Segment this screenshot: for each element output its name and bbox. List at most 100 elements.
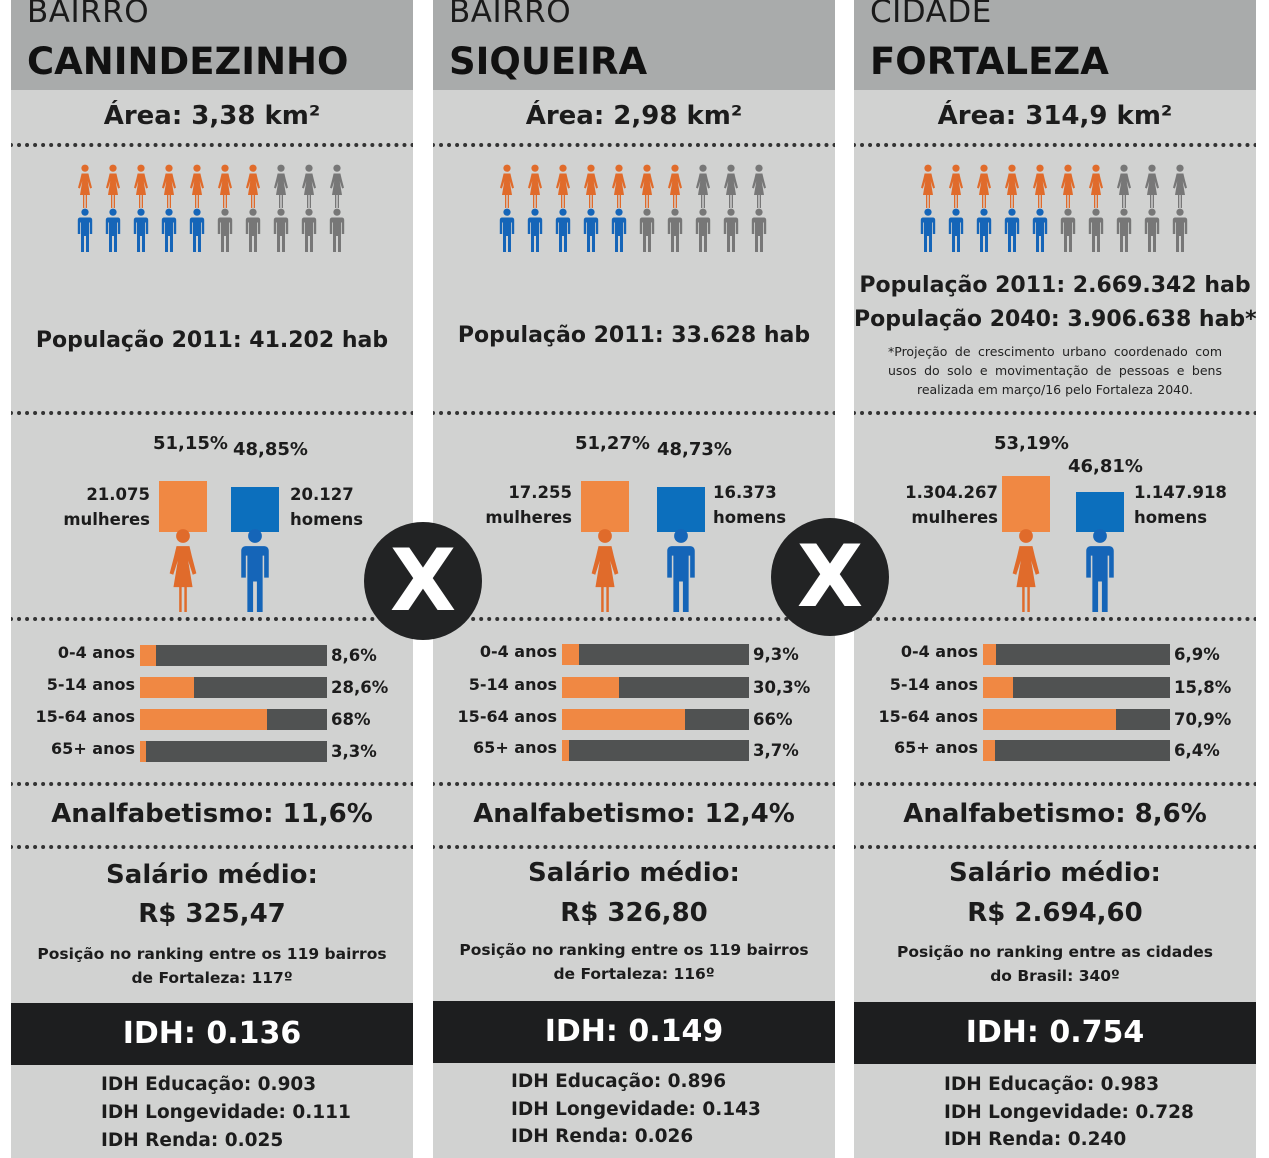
woman-icon — [1061, 164, 1075, 208]
age-track — [562, 677, 749, 698]
male-icon-row — [497, 208, 787, 252]
female-share-bar — [581, 481, 629, 532]
age-percent: 30,3% — [753, 678, 811, 697]
age-track — [983, 644, 1170, 665]
woman-icon — [1005, 164, 1019, 208]
age-track — [140, 741, 327, 762]
man-icon — [1060, 208, 1076, 252]
age-track — [562, 709, 749, 730]
column-siqueira: BAIRRO SIQUEIRA Área: 2,98 km² População… — [433, 0, 835, 1158]
age-fill — [140, 709, 268, 730]
woman-icon — [162, 164, 176, 208]
age-row-0-4: 0-4 anos 9,3% — [433, 641, 835, 671]
woman-icon — [500, 164, 514, 208]
age-label: 0-4 anos — [479, 642, 557, 661]
age-label: 5-14 anos — [468, 675, 557, 694]
man-icon — [1172, 208, 1188, 252]
age-track — [983, 677, 1170, 698]
man-icon — [920, 208, 936, 252]
analfabetismo-text: Analfabetismo: 11,6% — [51, 799, 373, 829]
man-icon — [161, 208, 177, 252]
age-track — [562, 644, 749, 665]
female-percent: 51,27% — [575, 433, 650, 454]
analfabetismo-text: Analfabetismo: 12,4% — [473, 799, 795, 829]
age-row-15-64: 15-64 anos 68% — [11, 706, 413, 736]
column-kicker: BAIRRO — [27, 0, 150, 30]
dotted-divider — [11, 411, 413, 415]
dotted-divider — [854, 143, 1256, 147]
salario-value: R$ 325,47 — [138, 899, 286, 929]
age-track — [562, 740, 749, 761]
column-header: CIDADE FORTALEZA — [854, 0, 1256, 90]
man-icon — [695, 208, 711, 252]
woman-icon — [752, 164, 766, 208]
versus-x: X — [796, 527, 864, 627]
man-icon — [1004, 208, 1020, 252]
age-label: 0-4 anos — [57, 643, 135, 662]
woman-icon — [1117, 164, 1131, 208]
man-icon — [105, 208, 121, 252]
man-icon — [241, 529, 269, 612]
man-icon — [273, 208, 289, 252]
age-label: 65+ anos — [894, 738, 978, 757]
age-percent: 6,4% — [1174, 741, 1220, 760]
age-fill — [140, 677, 194, 698]
age-percent: 15,8% — [1174, 678, 1232, 697]
woman-icon — [330, 164, 344, 208]
man-icon — [611, 208, 627, 252]
age-percent: 8,6% — [331, 646, 377, 665]
column-place-name: CANINDEZINHO — [27, 40, 349, 83]
age-row-5-14: 5-14 anos 15,8% — [854, 674, 1256, 704]
age-fill — [983, 740, 995, 761]
woman-icon — [724, 164, 738, 208]
age-percent: 3,7% — [753, 741, 799, 760]
column-kicker: CIDADE — [870, 0, 992, 30]
dotted-divider — [11, 617, 413, 621]
dotted-divider — [433, 845, 835, 849]
man-icon — [527, 208, 543, 252]
salario-label: Salário médio: — [528, 858, 740, 888]
man-icon — [948, 208, 964, 252]
idh-longevidade: IDH Longevidade: 0.728 — [944, 1102, 1194, 1123]
age-percent: 66% — [753, 710, 793, 729]
population-icon-grid — [918, 164, 1208, 252]
age-fill — [562, 677, 619, 698]
woman-icon — [1089, 164, 1103, 208]
age-label: 0-4 anos — [900, 642, 978, 661]
dotted-divider — [854, 845, 1256, 849]
age-label: 65+ anos — [473, 738, 557, 757]
man-icon — [133, 208, 149, 252]
age-percent: 28,6% — [331, 678, 389, 697]
age-label: 5-14 anos — [46, 675, 135, 694]
age-fill — [140, 741, 147, 762]
age-row-5-14: 5-14 anos 30,3% — [433, 674, 835, 704]
male-count-number: 16.373 — [713, 483, 777, 502]
age-fill — [983, 644, 996, 665]
woman-icon — [584, 164, 598, 208]
column-canindezinho: BAIRRO CANINDEZINHO Área: 3,38 km² Popul… — [11, 0, 413, 1158]
ranking-line: de Fortaleza: 116º — [553, 965, 715, 983]
female-count-number: 1.304.267 — [905, 483, 998, 502]
idh-renda: IDH Renda: 0.025 — [101, 1130, 284, 1151]
female-count-number: 17.255 — [508, 483, 572, 502]
man-icon — [639, 208, 655, 252]
woman-icon — [591, 529, 619, 612]
dotted-divider — [11, 845, 413, 849]
population-icon-grid — [497, 164, 787, 252]
age-row-0-4: 0-4 anos 6,9% — [854, 641, 1256, 671]
female-count-number: 21.075 — [86, 485, 150, 504]
age-row-65-plus: 65+ anos 6,4% — [854, 737, 1256, 767]
area-text: Área: 3,38 km² — [103, 101, 321, 131]
female-count: 1.304.267 mulheres — [905, 480, 998, 530]
dotted-divider — [854, 782, 1256, 786]
man-icon — [583, 208, 599, 252]
female-icon-row — [918, 164, 1208, 208]
female-share-bar — [1002, 476, 1050, 532]
man-icon — [1088, 208, 1104, 252]
male-count: 20.127 homens — [290, 482, 363, 532]
idh-renda: IDH Renda: 0.240 — [944, 1129, 1127, 1150]
age-fill — [140, 645, 157, 666]
idh-renda: IDH Renda: 0.026 — [511, 1126, 694, 1147]
woman-icon — [668, 164, 682, 208]
male-percent: 46,81% — [1068, 456, 1143, 477]
